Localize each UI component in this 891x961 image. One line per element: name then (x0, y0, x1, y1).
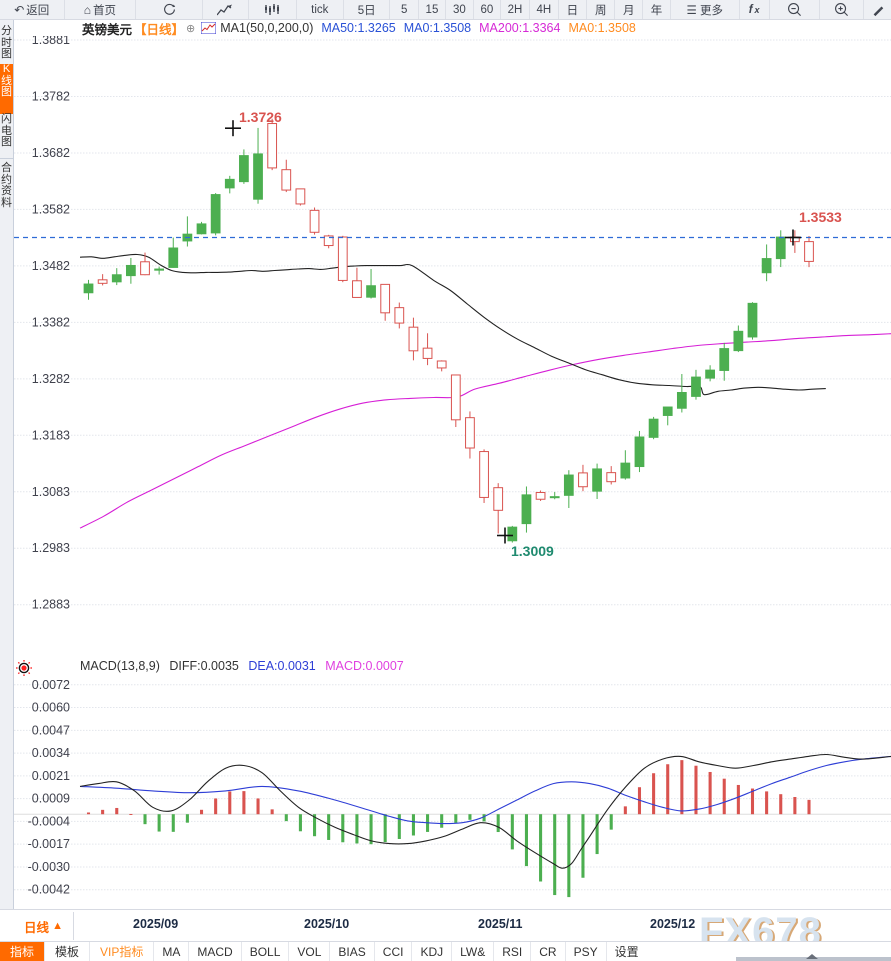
svg-text:1.3183: 1.3183 (32, 428, 70, 442)
svg-text:1.3533: 1.3533 (799, 209, 842, 225)
svg-text:1.3582: 1.3582 (32, 202, 70, 216)
svg-text:0.0021: 0.0021 (32, 769, 70, 783)
svg-text:-0.0030: -0.0030 (28, 860, 70, 874)
svg-text:0.0072: 0.0072 (32, 678, 70, 692)
svg-text:0.0047: 0.0047 (32, 723, 70, 737)
svg-text:-0.0017: -0.0017 (28, 837, 70, 851)
svg-text:1.2983: 1.2983 (32, 541, 70, 555)
svg-text:1.3009: 1.3009 (511, 543, 554, 559)
svg-text:-0.0042: -0.0042 (28, 883, 70, 897)
svg-text:1.3083: 1.3083 (32, 485, 70, 499)
svg-text:1.2883: 1.2883 (32, 598, 70, 612)
svg-text:-0.0004: -0.0004 (28, 814, 70, 828)
svg-text:0.0060: 0.0060 (32, 701, 70, 715)
svg-text:0.0034: 0.0034 (32, 746, 70, 760)
svg-text:1.3682: 1.3682 (32, 146, 70, 160)
svg-text:1.3482: 1.3482 (32, 259, 70, 273)
svg-text:1.3282: 1.3282 (32, 372, 70, 386)
svg-text:1.3782: 1.3782 (32, 89, 70, 103)
svg-text:1.3382: 1.3382 (32, 315, 70, 329)
svg-text:1.3726: 1.3726 (239, 109, 282, 125)
svg-text:0.0009: 0.0009 (32, 792, 70, 806)
